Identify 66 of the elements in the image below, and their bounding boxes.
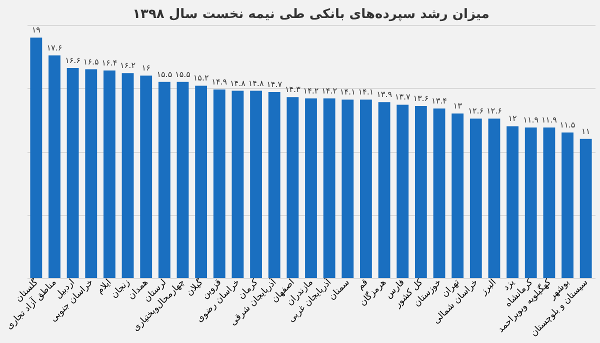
- data-label: ۱۳.۹: [376, 90, 392, 100]
- bar: [268, 92, 280, 278]
- bar: [122, 73, 134, 278]
- bar: [176, 82, 189, 278]
- bar: [470, 118, 482, 278]
- data-label: ۱۱: [582, 126, 590, 136]
- data-label: ۱۴.۸: [248, 78, 264, 88]
- x-tick-label: البرز: [478, 278, 498, 298]
- x-tick-label: گیلان: [183, 276, 206, 298]
- bar: [213, 90, 226, 278]
- bar: [433, 108, 446, 278]
- bar: [378, 102, 390, 278]
- data-label: ۱۲.۶: [486, 106, 502, 116]
- data-label: ۱۴.۹: [212, 78, 228, 87]
- data-label: ۱۴.۸: [230, 78, 246, 88]
- x-tick-label: ایلام: [95, 278, 114, 296]
- data-label: ۱۳.۶: [413, 94, 429, 103]
- bar: [452, 114, 464, 278]
- data-label: ۱۹: [32, 26, 40, 35]
- bar: [562, 132, 574, 278]
- data-label: ۱۷.۶: [46, 43, 62, 52]
- data-label: ۱۴.۱: [358, 88, 374, 97]
- data-label: ۱۴.۳: [284, 85, 302, 94]
- bar: [342, 100, 354, 278]
- bar: [360, 100, 372, 278]
- chart-title: میزان رشد سپرده‌های بانکی طی نیمه نخست سال ۱۳۹۸: [132, 7, 490, 22]
- bar: [30, 38, 42, 278]
- bar: [524, 127, 537, 278]
- data-label: ۱۳: [453, 102, 463, 111]
- data-label: ۱۱.۹: [541, 115, 557, 124]
- data-label: ۱۶.۵: [83, 57, 99, 66]
- bar: [414, 106, 427, 278]
- data-label: ۱۴.۷: [266, 80, 283, 90]
- bar: [250, 90, 262, 278]
- data-label: ۱۵.۵: [175, 70, 190, 79]
- bar: [506, 126, 519, 278]
- data-label: ۱۱.۹: [523, 115, 539, 124]
- data-label: ۱۳.۷: [394, 92, 412, 102]
- data-label: ۱۴.۲: [303, 86, 319, 96]
- bar: [286, 97, 299, 278]
- bar: [305, 98, 317, 278]
- data-label: ۱۲.۶: [468, 106, 484, 116]
- data-label: ۱۵.۲: [193, 74, 209, 83]
- bar: [488, 118, 500, 278]
- data-label: ۱۴.۱: [340, 88, 356, 97]
- bar: [158, 82, 170, 278]
- bar: [85, 69, 98, 278]
- data-label: ۱۶: [142, 64, 150, 73]
- data-label: ۱۶.۶: [65, 56, 81, 66]
- bar: [66, 68, 79, 278]
- bar: [140, 76, 152, 278]
- bar: [48, 55, 60, 278]
- data-label: ۱۴.۲: [322, 86, 338, 96]
- data-label: ۱۵.۵: [156, 70, 172, 79]
- bar: [396, 104, 409, 278]
- data-label: ۱۲: [508, 114, 517, 124]
- bar: [232, 90, 244, 278]
- bar: [323, 98, 336, 278]
- data-label: ۱۶.۴: [102, 58, 118, 68]
- bar: [195, 86, 208, 278]
- bar: [103, 70, 116, 278]
- data-label: ۱۳.۴: [432, 96, 447, 106]
- data-label: ۱۶.۲: [120, 61, 136, 70]
- bar: [580, 138, 592, 278]
- data-label: ۱۱.۵: [560, 120, 576, 130]
- bar: [543, 127, 556, 278]
